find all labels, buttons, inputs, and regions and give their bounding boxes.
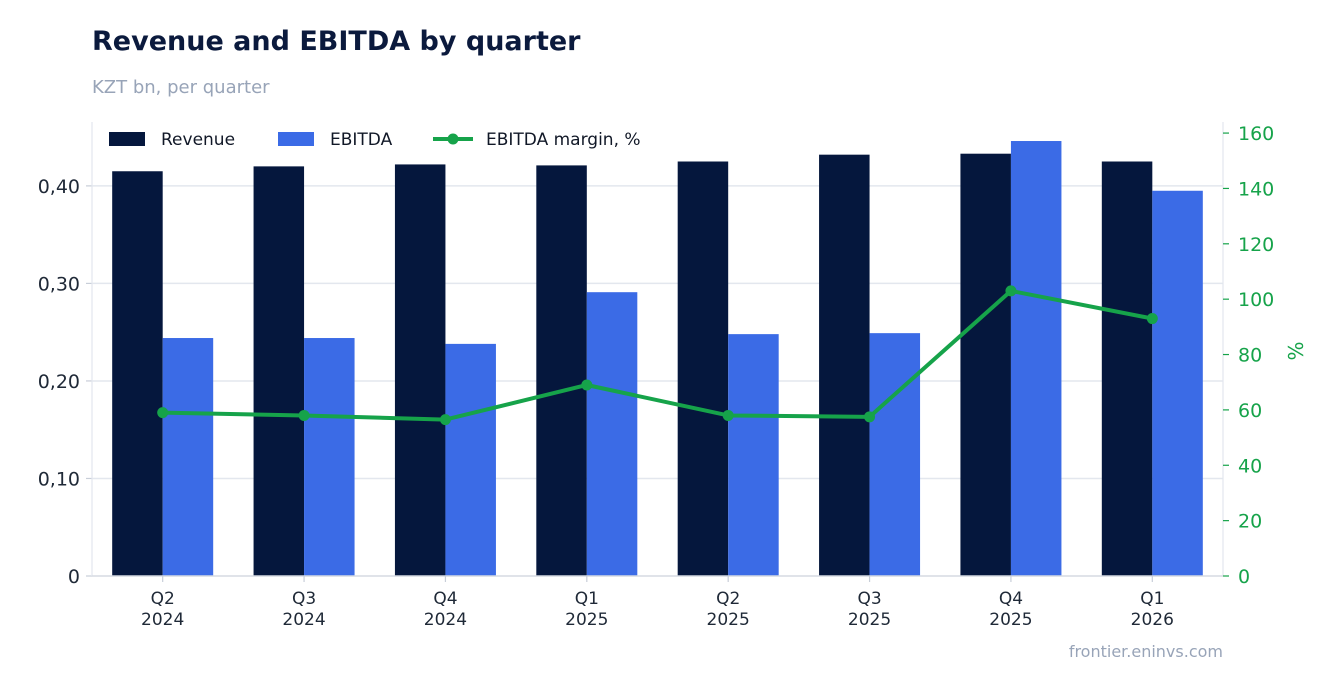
margin-point (864, 411, 876, 423)
x-tick-label: 2024 (282, 610, 325, 630)
bar-revenue (536, 165, 587, 577)
bar-revenue (1101, 161, 1153, 577)
x-tick-label: Q3 (292, 589, 316, 609)
margin-point (298, 409, 310, 421)
x-tick-label: Q4 (433, 589, 457, 609)
bar-revenue (677, 161, 729, 577)
bar-ebitda (1010, 141, 1062, 577)
legend-swatch-margin-point (447, 133, 459, 145)
axes: 0 0,10 0,20 0,30 0,40 0 20 40 60 80 100 120 140 160% Q… (38, 122, 1308, 630)
bar-ebitda (304, 338, 355, 576)
x-tick-label: Q1 (575, 589, 599, 609)
x-tick-label: 2024 (141, 610, 184, 630)
bars (112, 141, 1203, 577)
legend-label-revenue: Revenue (161, 130, 235, 150)
y-left-tick-label: 0 (68, 566, 80, 588)
bar-ebitda (728, 334, 779, 576)
margin-point (439, 414, 451, 426)
x-tick-label: Q2 (151, 589, 175, 609)
y-left-tick-label: 0,30 (38, 273, 80, 295)
bar-revenue (253, 166, 305, 576)
y-right-tick-label: 40 (1238, 455, 1262, 477)
chart-title: Revenue and EBITDA by quarter (92, 26, 581, 57)
y-right-tick-label: 60 (1238, 400, 1262, 422)
legend-swatch-ebitda (278, 132, 314, 146)
legend: Revenue EBITDA EBITDA margin, % (109, 130, 641, 150)
y-right-tick-label: 20 (1238, 511, 1262, 533)
bar-revenue (819, 154, 870, 576)
margin-series-line (162, 288, 1153, 422)
chart-subtitle: KZT bn, per quarter (92, 77, 270, 98)
x-tick-label: 2025 (565, 610, 608, 630)
y-right-tick-label: 140 (1238, 178, 1274, 200)
y-left-tick-label: 0,10 (38, 468, 80, 490)
x-tick-label: 2026 (1131, 610, 1174, 630)
x-tick-label: Q2 (716, 589, 740, 609)
source-credit: frontier.eninvs.com (1068, 642, 1223, 661)
margin-point (581, 379, 593, 391)
bar-revenue (394, 164, 446, 576)
legend-swatch-revenue (109, 132, 145, 146)
margin-line (157, 285, 1158, 426)
bar-ebitda (1152, 190, 1203, 576)
bar-revenue (112, 171, 163, 576)
x-tick-label: 2025 (989, 610, 1032, 630)
y-left-tick-label: 0,20 (38, 371, 80, 393)
y-left-tick-label: 0,40 (38, 176, 80, 198)
bar-ebitda (445, 343, 496, 576)
x-tick-label: Q4 (999, 589, 1023, 609)
y-right-axis-label: % (1284, 341, 1308, 360)
margin-point (157, 407, 169, 419)
x-tick-label: Q3 (857, 589, 881, 609)
x-tick-label: 2025 (707, 610, 750, 630)
legend-label-ebitda: EBITDA (330, 130, 393, 150)
margin-point (1005, 285, 1017, 297)
legend-label-margin: EBITDA margin, % (486, 130, 641, 150)
bar-revenue (960, 153, 1011, 577)
x-tick-label: 2024 (424, 610, 467, 630)
bar-ebitda (162, 338, 214, 576)
bar-ebitda (869, 333, 921, 576)
y-right-tick-label: 0 (1238, 566, 1250, 588)
margin-point (722, 409, 734, 421)
bar-ebitda (586, 292, 638, 576)
margin-point (1146, 313, 1158, 325)
y-right-tick-label: 80 (1238, 345, 1262, 367)
y-right-tick-label: 160 (1238, 123, 1274, 145)
y-right-tick-label: 120 (1238, 234, 1274, 256)
x-tick-label: Q1 (1140, 589, 1164, 609)
y-right-tick-label: 100 (1238, 289, 1274, 311)
x-tick-label: 2025 (848, 610, 891, 630)
